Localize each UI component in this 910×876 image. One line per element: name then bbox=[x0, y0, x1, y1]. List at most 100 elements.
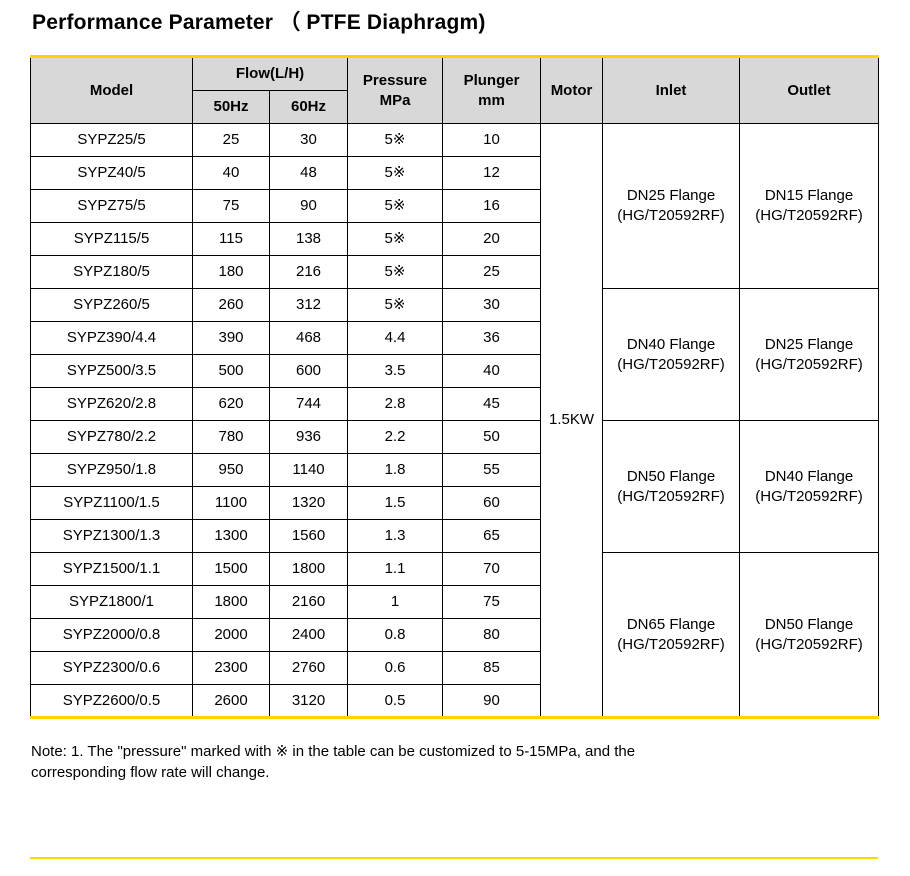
plunger-cell: 12 bbox=[442, 156, 542, 190]
col-header-model: Model bbox=[30, 56, 193, 124]
outlet-flange-line1: DN50 Flange bbox=[764, 615, 854, 633]
pressure-cell: 1.1 bbox=[347, 552, 444, 586]
pressure-cell: 3.5 bbox=[347, 354, 444, 388]
model-cell: SYPZ1300/1.3 bbox=[30, 519, 193, 553]
outlet-flange-line2: (HG/T20592RF) bbox=[755, 487, 863, 505]
flow60-cell: 1140 bbox=[268, 453, 349, 487]
table-row: SYPZ780/2.2 780 936 2.2 50 DN50 Flange (… bbox=[30, 420, 880, 553]
flow60-cell: 1560 bbox=[268, 519, 349, 553]
page-title: Performance Parameter （ PTFE Diaphragm) bbox=[32, 11, 486, 34]
table-row: SYPZ75/5 75 90 5※ 16 bbox=[30, 189, 879, 223]
model-cell: SYPZ780/2.2 bbox=[30, 420, 193, 454]
outlet-group-cell: DN50 Flange (HG/T20592RF) bbox=[739, 552, 880, 718]
table-row: SYPZ1800/1 1800 2160 1 75 bbox=[30, 585, 879, 619]
model-cell: SYPZ2600/0.5 bbox=[30, 684, 193, 718]
plunger-cell: 90 bbox=[442, 684, 542, 718]
table-row: SYPZ115/5 115 138 5※ 20 bbox=[30, 222, 879, 256]
flow50-cell: 780 bbox=[192, 420, 270, 454]
flow50-cell: 1100 bbox=[192, 486, 270, 520]
inlet-flange-line1: DN50 Flange bbox=[626, 467, 716, 485]
pressure-cell: 1.8 bbox=[347, 453, 444, 487]
flow60-cell: 936 bbox=[268, 420, 349, 454]
flow60-cell: 1800 bbox=[268, 552, 349, 586]
col-header-inlet: Inlet bbox=[602, 56, 741, 124]
outlet-flange-line2: (HG/T20592RF) bbox=[755, 355, 863, 373]
plunger-cell: 20 bbox=[442, 222, 542, 256]
table-row: SYPZ390/4.4 390 468 4.4 36 bbox=[30, 321, 879, 355]
table-row: SYPZ1500/1.1 1500 1800 1.1 70 DN65 Flang… bbox=[30, 552, 880, 718]
pressure-cell: 1.5 bbox=[347, 486, 444, 520]
flow60-cell: 2760 bbox=[268, 651, 349, 685]
flow50-cell: 40 bbox=[192, 156, 270, 190]
table-row: SYPZ2300/0.6 2300 2760 0.6 85 bbox=[30, 651, 879, 685]
flow50-cell: 950 bbox=[192, 453, 270, 487]
plunger-cell: 16 bbox=[442, 189, 542, 223]
flow50-cell: 2600 bbox=[192, 684, 270, 718]
plunger-cell: 45 bbox=[442, 387, 542, 421]
model-cell: SYPZ25/5 bbox=[30, 123, 193, 157]
plunger-cell: 40 bbox=[442, 354, 542, 388]
plunger-cell: 85 bbox=[442, 651, 542, 685]
model-cell: SYPZ75/5 bbox=[30, 189, 193, 223]
table-row: SYPZ40/5 40 48 5※ 12 bbox=[30, 156, 879, 190]
col-header-flow-group: Flow(L/H) bbox=[191, 56, 349, 91]
plunger-cell: 60 bbox=[442, 486, 542, 520]
pressure-cell: 5※ bbox=[347, 222, 444, 256]
table-row: SYPZ1100/1.5 1100 1320 1.5 60 bbox=[30, 486, 879, 520]
flow60-cell: 2400 bbox=[268, 618, 349, 652]
model-cell: SYPZ950/1.8 bbox=[30, 453, 193, 487]
model-cell: SYPZ1800/1 bbox=[30, 585, 193, 619]
table-row: SYPZ260/5 260 312 5※ 30 DN40 Flange (HG/… bbox=[30, 288, 880, 421]
plunger-cell: 55 bbox=[442, 453, 542, 487]
pressure-cell: 2.2 bbox=[347, 420, 444, 454]
flow60-cell: 744 bbox=[268, 387, 349, 421]
pressure-cell: 4.4 bbox=[347, 321, 444, 355]
model-cell: SYPZ40/5 bbox=[30, 156, 193, 190]
col-header-plunger: Plunger mm bbox=[442, 56, 542, 124]
plunger-cell: 30 bbox=[442, 288, 542, 322]
outlet-group-cell: DN40 Flange (HG/T20592RF) bbox=[739, 420, 880, 553]
flow50-cell: 2000 bbox=[192, 618, 270, 652]
motor-value-cell: 1.5KW bbox=[540, 123, 604, 718]
header-row-2: 50Hz 60Hz bbox=[31, 90, 879, 124]
outlet-group-cell: DN25 Flange (HG/T20592RF) bbox=[739, 288, 880, 421]
flow60-cell: 2160 bbox=[268, 585, 349, 619]
plunger-cell: 75 bbox=[442, 585, 542, 619]
inlet-flange-line2: (HG/T20592RF) bbox=[617, 207, 725, 224]
flow60-cell: 3120 bbox=[268, 684, 349, 718]
footnote: Note: 1. The "pressure" marked with ※ in… bbox=[31, 741, 751, 783]
col-header-outlet: Outlet bbox=[739, 56, 880, 124]
table-row: SYPZ1300/1.3 1300 1560 1.3 65 bbox=[30, 519, 879, 553]
outlet-flange-line1: DN15 Flange bbox=[764, 187, 854, 204]
model-cell: SYPZ1100/1.5 bbox=[30, 486, 193, 520]
outlet-flange-line1: DN40 Flange bbox=[764, 467, 854, 485]
flow50-cell: 1300 bbox=[192, 519, 270, 553]
pressure-cell: 1.3 bbox=[347, 519, 444, 553]
flow50-cell: 180 bbox=[192, 255, 270, 289]
inlet-flange-line1: DN25 Flange bbox=[626, 187, 716, 204]
model-cell: SYPZ115/5 bbox=[30, 222, 193, 256]
plunger-cell: 50 bbox=[442, 420, 542, 454]
flow60-cell: 600 bbox=[268, 354, 349, 388]
model-cell: SYPZ500/3.5 bbox=[30, 354, 193, 388]
flow50-cell: 500 bbox=[192, 354, 270, 388]
flow60-cell: 90 bbox=[268, 189, 349, 223]
flow50-cell: 1800 bbox=[192, 585, 270, 619]
inlet-flange-line1: DN40 Flange bbox=[626, 335, 716, 353]
flow60-cell: 30 bbox=[268, 123, 349, 157]
inlet-flange-line2: (HG/T20592RF) bbox=[617, 635, 725, 653]
inlet-flange-line2: (HG/T20592RF) bbox=[617, 487, 725, 505]
table-row: SYPZ180/5 180 216 5※ 25 bbox=[30, 255, 879, 289]
footnote-line2: corresponding flow rate will change. bbox=[31, 764, 270, 781]
pressure-cell: 5※ bbox=[347, 255, 444, 289]
flow50-cell: 25 bbox=[192, 123, 270, 157]
plunger-cell: 36 bbox=[442, 321, 542, 355]
flow50-cell: 390 bbox=[192, 321, 270, 355]
flow60-cell: 312 bbox=[268, 288, 349, 322]
col-header-pressure: Pressure MPa bbox=[347, 56, 444, 124]
pressure-cell: 1 bbox=[347, 585, 444, 619]
table-row: SYPZ950/1.8 950 1140 1.8 55 bbox=[30, 453, 879, 487]
flow50-cell: 260 bbox=[192, 288, 270, 322]
header-row-1: Model Flow(L/H) Pressure MPa Plunger mm … bbox=[30, 56, 880, 124]
pressure-cell: 0.5 bbox=[347, 684, 444, 718]
